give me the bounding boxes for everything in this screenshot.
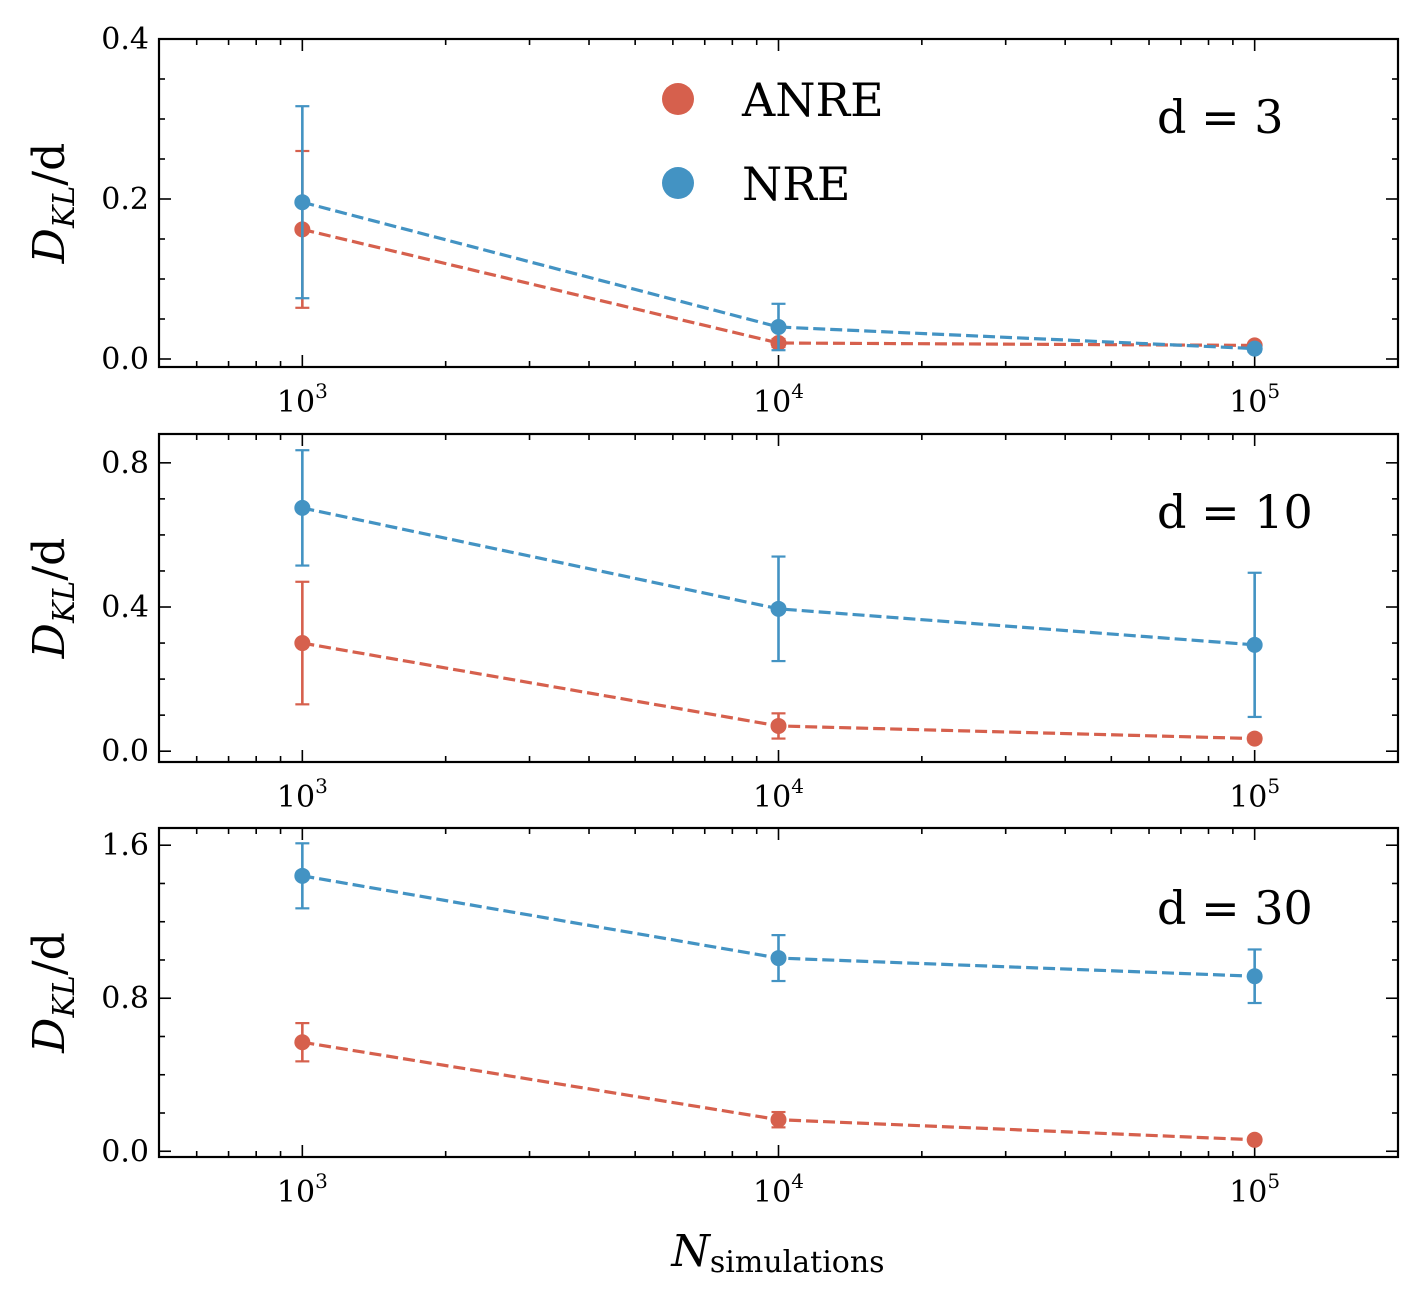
x-tick-label: 105	[1229, 1169, 1280, 1210]
x-tick-label: 105	[1229, 379, 1280, 420]
y-tick-label: 0.0	[101, 1134, 149, 1169]
y-tick-label: 0.0	[101, 342, 149, 377]
series-nre	[294, 842, 1263, 1005]
x-tick-label-exp: 3	[315, 1169, 328, 1193]
data-point	[1246, 1131, 1263, 1148]
x-tick-label: 103	[277, 774, 328, 815]
series-nre	[294, 449, 1263, 719]
x-tick-label-base: 10	[753, 1175, 791, 1210]
panel-annotation: d = 30	[1157, 881, 1313, 935]
legend-item-nre: NRE	[662, 157, 850, 211]
y-ticks	[159, 844, 1398, 1153]
data-point	[770, 950, 787, 967]
x-tick-label: 104	[753, 379, 804, 420]
data-point	[294, 867, 311, 884]
x-tick-label-base: 10	[1229, 780, 1267, 815]
y-axis-label-rest: /d	[24, 932, 75, 975]
data-point	[1246, 340, 1263, 357]
x-axis-label-main: N	[670, 1226, 711, 1277]
data-point	[770, 1111, 787, 1128]
legend-label: NRE	[742, 157, 850, 211]
x-axis-label: Nsimulations	[670, 1226, 884, 1280]
x-tick-label-exp: 5	[1267, 1169, 1280, 1193]
y-axis-label: DKL/d	[24, 932, 82, 1054]
panel-annotation: d = 3	[1157, 90, 1284, 144]
legend-marker	[662, 167, 694, 199]
y-axis-label-sub: KL	[47, 186, 82, 229]
y-axis-label-rest: /d	[24, 143, 75, 186]
x-tick-label-base: 10	[277, 385, 315, 420]
y-axis-label-main: D	[24, 623, 75, 659]
x-tick-label: 103	[277, 379, 328, 420]
y-tick-label: 0.8	[101, 981, 149, 1016]
data-point	[294, 635, 311, 652]
x-tick-label: 105	[1229, 774, 1280, 815]
y-tick-label: 0.8	[101, 446, 149, 481]
x-tick-label: 104	[753, 774, 804, 815]
x-tick-label-base: 10	[1229, 1175, 1267, 1210]
x-tick-label-exp: 5	[1267, 379, 1280, 403]
data-point	[294, 1034, 311, 1051]
x-tick-label-base: 10	[753, 780, 791, 815]
x-tick-label-exp: 3	[315, 379, 328, 403]
series-nre	[294, 105, 1263, 357]
x-ticks	[158, 39, 1399, 367]
y-tick-label: 0.4	[101, 590, 149, 625]
x-tick-label-exp: 5	[1267, 774, 1280, 798]
y-axis-label-rest: /d	[24, 538, 75, 581]
y-tick-label: 0.4	[101, 22, 149, 57]
legend-label: ANRE	[741, 73, 884, 127]
x-tick-label-base: 10	[277, 780, 315, 815]
series-anre	[294, 580, 1263, 747]
panel-annotation: d = 10	[1157, 485, 1313, 539]
x-ticks	[158, 828, 1399, 1157]
x-tick-label-exp: 4	[791, 379, 804, 403]
data-point	[770, 717, 787, 734]
legend: ANRE NRE	[662, 73, 884, 211]
series-anre	[294, 1022, 1263, 1148]
x-tick-label: 103	[277, 1169, 328, 1210]
axes-frame	[157, 826, 1400, 1159]
x-tick-label-base: 10	[277, 1175, 315, 1210]
x-tick-label: 104	[753, 1169, 804, 1210]
y-tick-label: 0.0	[101, 734, 149, 769]
legend-marker	[662, 83, 694, 115]
legend-item-anre: ANRE	[662, 73, 884, 127]
data-point	[770, 319, 787, 335]
y-tick-label: 1.6	[101, 828, 149, 863]
y-axis-label: DKL/d	[24, 143, 82, 265]
data-point	[1246, 968, 1263, 985]
x-tick-label-exp: 4	[791, 774, 804, 798]
x-ticks	[158, 434, 1399, 762]
y-ticks	[159, 462, 1398, 752]
y-axis-label-sub: KL	[47, 975, 82, 1018]
data-point	[1246, 636, 1263, 653]
data-point	[1246, 730, 1263, 747]
y-axis-label-main: D	[24, 1018, 75, 1054]
x-axis-label-sub: simulations	[710, 1245, 885, 1280]
y-tick-label: 0.2	[101, 182, 149, 217]
y-axis-label-sub: KL	[47, 581, 82, 624]
data-point	[294, 194, 311, 211]
x-axis-label-text: Nsimulations	[670, 1226, 884, 1280]
x-tick-label-base: 10	[753, 385, 791, 420]
x-tick-label-exp: 3	[315, 774, 328, 798]
y-axis-label-main: D	[24, 228, 75, 264]
x-tick-label-base: 10	[1229, 385, 1267, 420]
y-ticks	[159, 38, 1398, 360]
series-line	[301, 200, 1255, 351]
data-point	[770, 600, 787, 617]
x-tick-label-exp: 4	[791, 1169, 804, 1193]
data-point	[294, 499, 311, 516]
series-line	[301, 227, 1255, 347]
y-axis-label: DKL/d	[24, 538, 82, 660]
